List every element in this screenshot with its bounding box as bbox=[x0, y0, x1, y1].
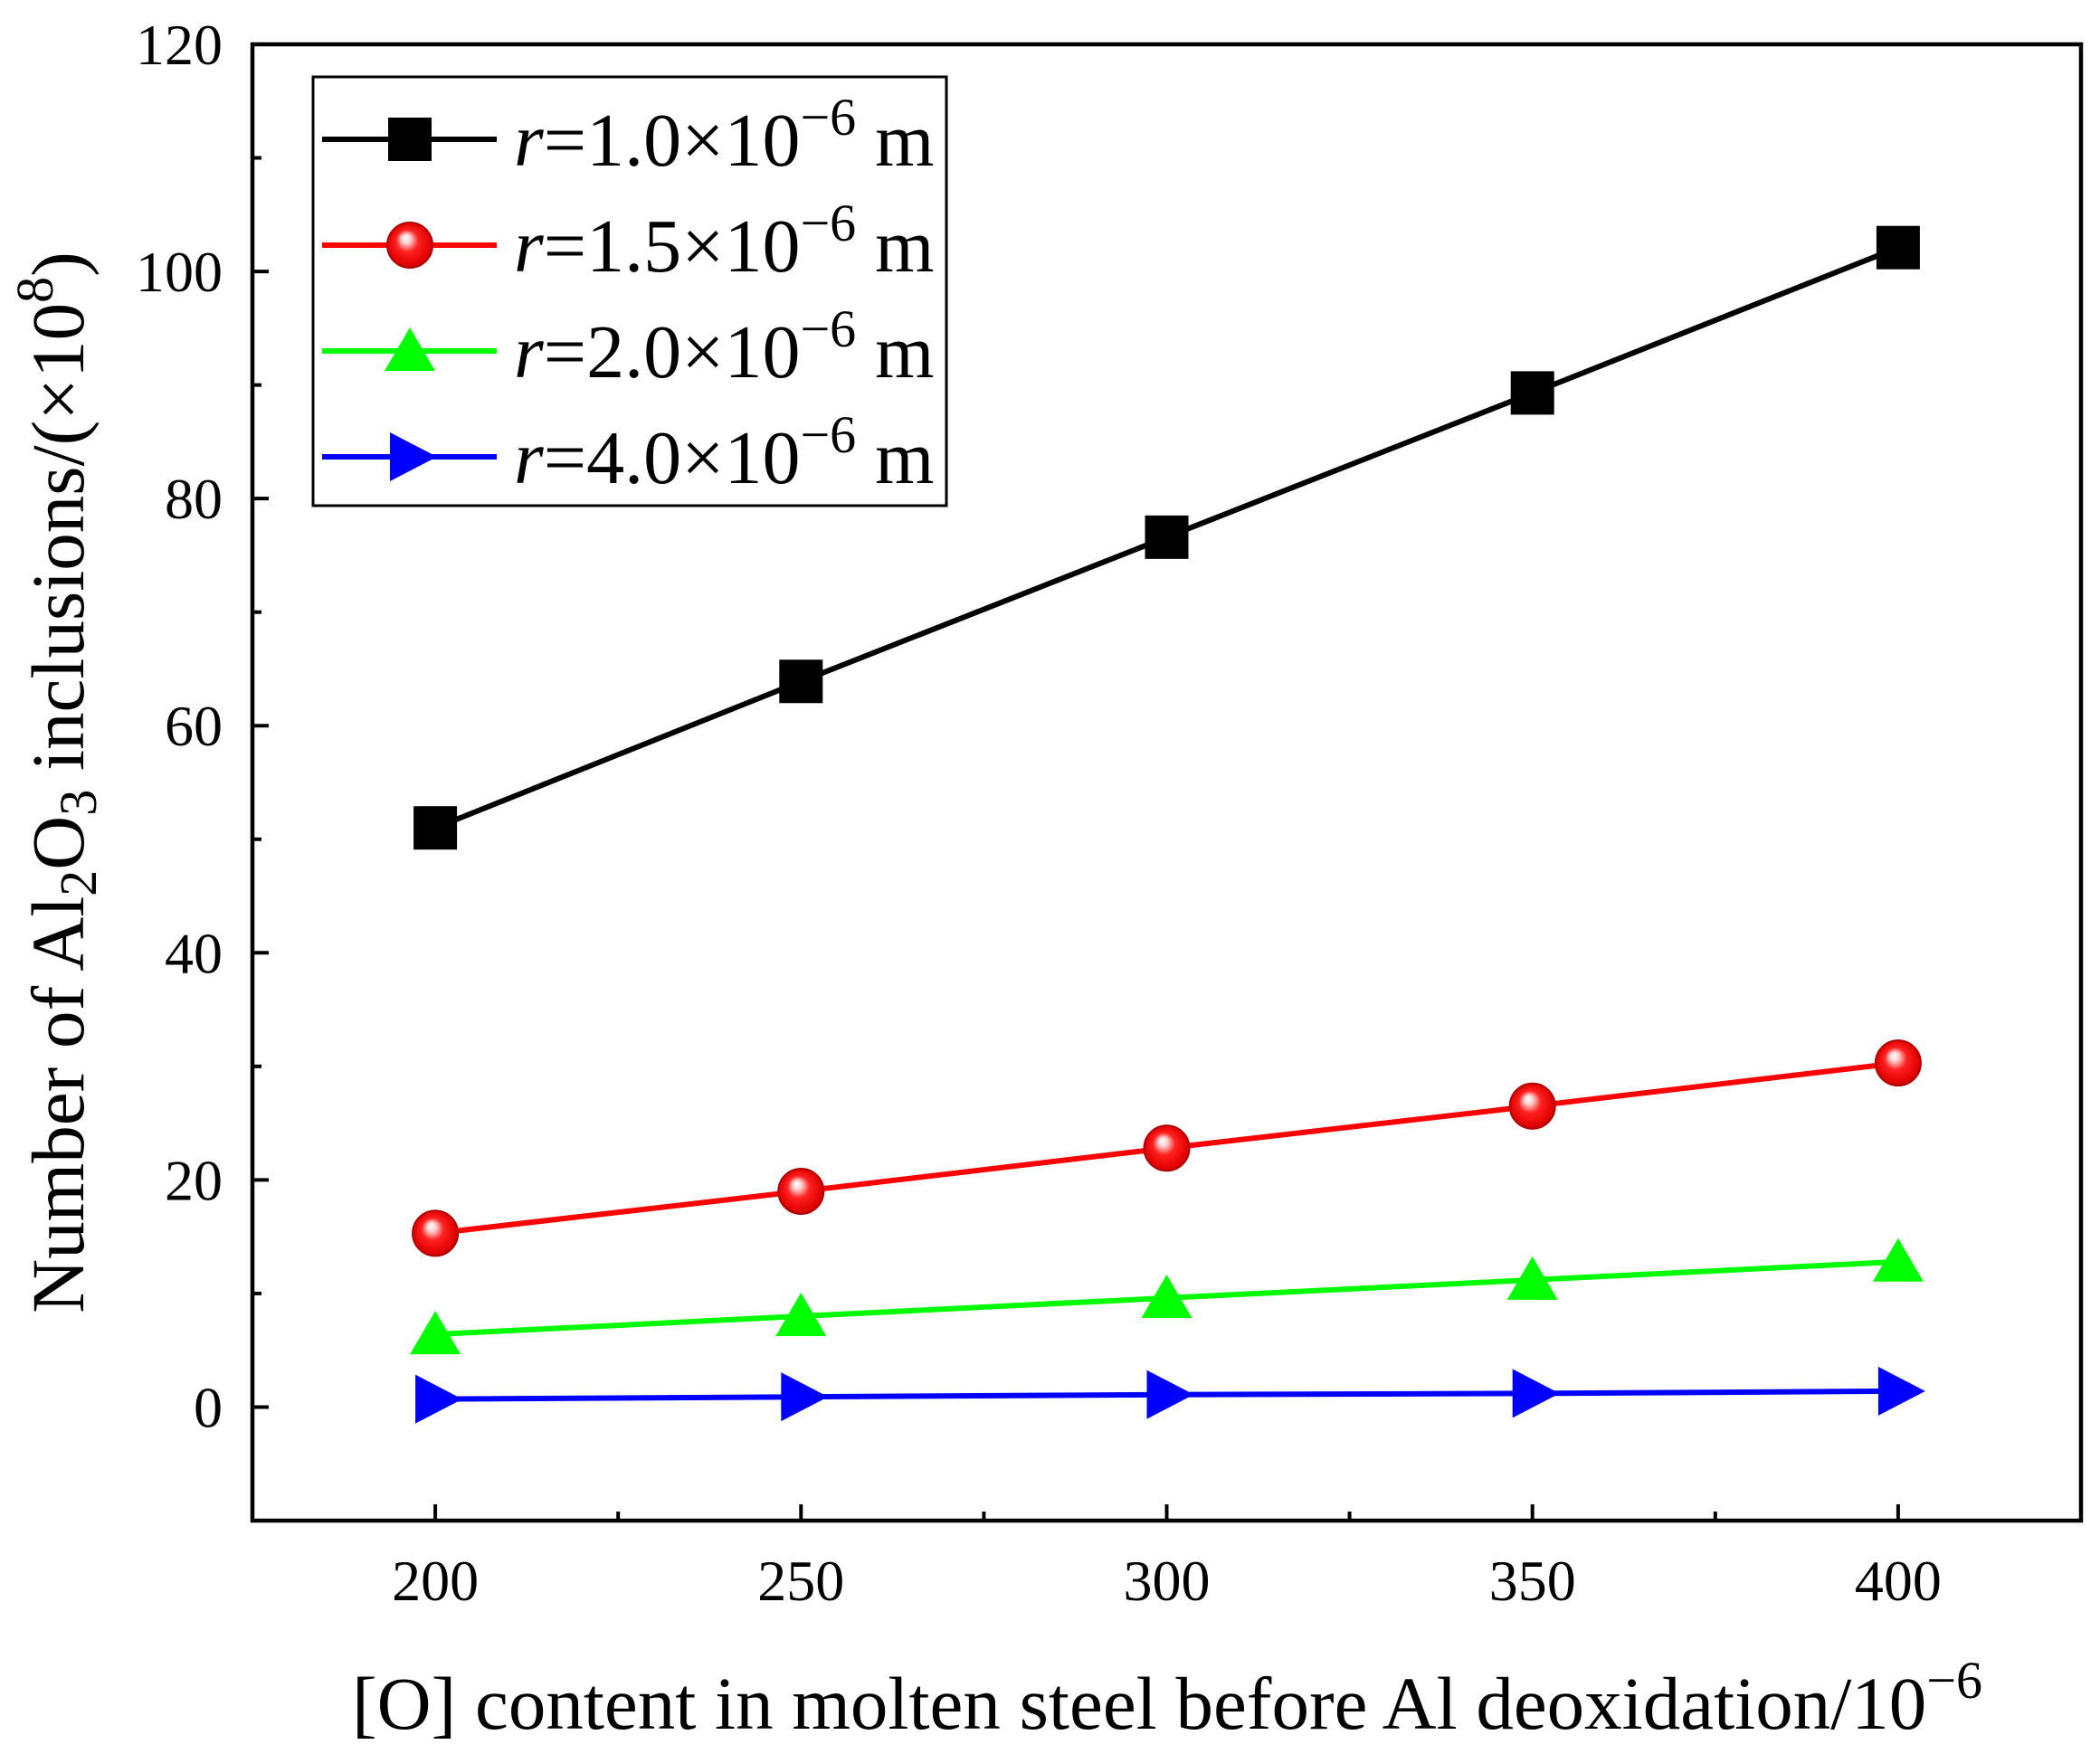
series-1-point-2 bbox=[779, 659, 823, 704]
y-axis-label: Number of Al2O3 inclusions/(×108) bbox=[5, 251, 108, 1313]
y-axis: 0 20 40 60 80 100 120 bbox=[136, 13, 269, 1439]
legend-label: r=1.0×10−6 m bbox=[514, 88, 935, 183]
legend-entry-1: r=1.0×10−6 m bbox=[322, 88, 935, 183]
legend-label-unit: m bbox=[856, 416, 934, 500]
legend-label: r=4.0×10−6 m bbox=[514, 405, 935, 500]
legend-label-exponent: −6 bbox=[800, 88, 856, 147]
legend-label-value: =1.5×10 bbox=[544, 204, 801, 289]
series-4-point-1 bbox=[415, 1374, 463, 1424]
legend-label-value: =2.0×10 bbox=[544, 310, 801, 394]
series-3-point-3 bbox=[1141, 1274, 1193, 1318]
y-axis-label-exponent: 8 bbox=[5, 277, 64, 303]
x-axis-label: [O] content in molten steel before Al de… bbox=[352, 1651, 1982, 1745]
series-4-point-4 bbox=[1512, 1369, 1560, 1418]
x-tick-label: 350 bbox=[1489, 1549, 1576, 1613]
legend-label-variable: r bbox=[514, 416, 544, 500]
legend-label: r=2.0×10−6 m bbox=[514, 299, 935, 394]
series-2-point-3 bbox=[1143, 1124, 1191, 1172]
legend-label-exponent: −6 bbox=[800, 194, 856, 252]
series-3-point-2 bbox=[775, 1293, 827, 1337]
legend-label-unit: m bbox=[856, 99, 934, 183]
series-markers bbox=[410, 225, 1925, 1424]
x-axis-label-text: [O] content in molten steel before Al de… bbox=[352, 1662, 1926, 1745]
series-1-point-4 bbox=[1510, 371, 1554, 415]
x-tick-label: 200 bbox=[392, 1549, 479, 1613]
legend-label-variable: r bbox=[514, 204, 544, 289]
y-tick-label: 0 bbox=[194, 1375, 223, 1439]
y-axis-label-start: Number of Al bbox=[16, 896, 100, 1313]
legend-entry-2: r=1.5×10−6 m bbox=[322, 194, 935, 289]
legend-marker bbox=[385, 327, 435, 371]
legend-label-value: =4.0×10 bbox=[544, 416, 801, 500]
legend-label-unit: m bbox=[856, 204, 934, 289]
series-1-point-5 bbox=[1876, 225, 1920, 270]
x-axis-label-exponent: −6 bbox=[1926, 1651, 1982, 1710]
y-tick-label: 120 bbox=[136, 13, 223, 77]
legend-entry-3: r=2.0×10−6 m bbox=[322, 299, 935, 394]
y-axis-label-oxygen: O bbox=[16, 816, 100, 870]
y-axis-label-end: ) bbox=[16, 251, 100, 277]
legend-label-value: =1.0×10 bbox=[544, 99, 801, 183]
series-2-point-2 bbox=[777, 1167, 825, 1215]
legend-marker bbox=[386, 222, 433, 269]
series-2-point-5 bbox=[1874, 1039, 1922, 1087]
series-4-point-2 bbox=[781, 1372, 829, 1422]
legend-label-exponent: −6 bbox=[800, 405, 856, 464]
series-3-point-4 bbox=[1506, 1256, 1558, 1300]
legend-entry-4: r=4.0×10−6 m bbox=[322, 405, 935, 500]
y-axis-label-rest: inclusions/(×10 bbox=[16, 303, 100, 790]
x-tick-label: 250 bbox=[757, 1549, 844, 1613]
x-tick-label: 400 bbox=[1855, 1549, 1942, 1613]
legend-label-variable: r bbox=[514, 310, 544, 394]
y-tick-label: 80 bbox=[165, 467, 223, 531]
legend: r=1.0×10−6 mr=1.5×10−6 mr=2.0×10−6 mr=4.… bbox=[311, 75, 948, 507]
series-4-point-3 bbox=[1146, 1370, 1194, 1419]
series-2-point-4 bbox=[1508, 1082, 1556, 1130]
legend-label-unit: m bbox=[856, 310, 934, 394]
y-tick-label: 100 bbox=[136, 240, 223, 304]
series-3-point-1 bbox=[410, 1311, 461, 1355]
legend-marker bbox=[390, 432, 437, 481]
series-2-point-1 bbox=[412, 1209, 460, 1257]
y-tick-label: 40 bbox=[165, 921, 223, 985]
legend-label-variable: r bbox=[514, 99, 544, 183]
legend-marker bbox=[388, 118, 432, 161]
y-tick-label: 60 bbox=[165, 694, 223, 758]
y-axis-label-subscript-3: 3 bbox=[49, 790, 108, 816]
series-4-point-5 bbox=[1877, 1366, 1925, 1416]
x-tick-label: 300 bbox=[1124, 1549, 1211, 1613]
series-3-point-5 bbox=[1872, 1237, 1924, 1282]
series-1-point-1 bbox=[413, 806, 458, 850]
legend-label-exponent: −6 bbox=[800, 299, 856, 358]
y-tick-label: 20 bbox=[165, 1148, 223, 1212]
y-axis-label-subscript-2: 2 bbox=[49, 870, 108, 896]
x-axis: 200 250 300 350 400 bbox=[392, 1504, 1942, 1613]
series-1-point-3 bbox=[1145, 515, 1189, 559]
legend-label: r=1.5×10−6 m bbox=[514, 194, 935, 289]
